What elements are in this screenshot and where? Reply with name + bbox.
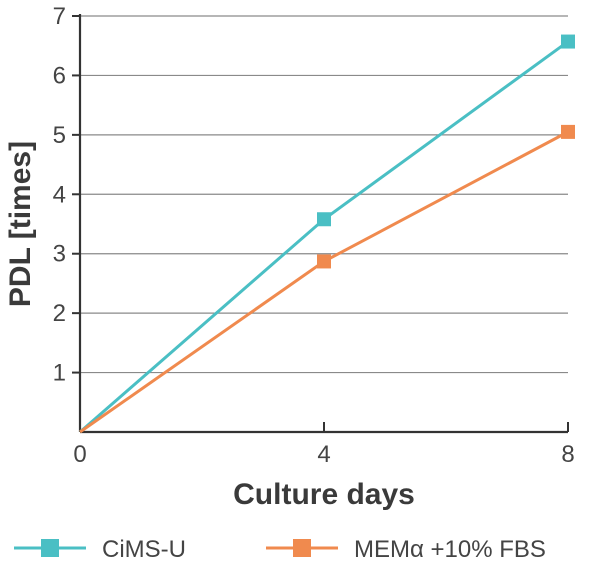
- y-tick-label-6: 6: [53, 62, 66, 89]
- legend-marker-2: [293, 539, 311, 557]
- y-axis-title: PDL [times]: [4, 141, 37, 307]
- legend-marker-1: [41, 539, 59, 557]
- series-lines: [79, 34, 575, 434]
- y-tick-label-2: 2: [53, 300, 66, 327]
- series-2-marker-1: [317, 254, 331, 269]
- x-axis-title: Culture days: [233, 478, 415, 511]
- series-1-marker-2: [561, 34, 575, 49]
- series-line-1: [79, 40, 569, 434]
- legend: CiMS-U MEMα +10% FBS: [14, 536, 546, 563]
- x-tick-label-4: 4: [317, 441, 330, 468]
- tick-labels: 1 2 3 4 5 6 7 0 4 8: [53, 3, 575, 468]
- y-tick-label-5: 5: [53, 122, 66, 149]
- x-tick-label-0: 0: [73, 441, 86, 468]
- grid-lines: [80, 15, 568, 374]
- y-tick-label-7: 7: [53, 3, 66, 30]
- series-line-2: [79, 130, 569, 434]
- y-tick-label-1: 1: [53, 360, 66, 387]
- legend-label-2: MEMα +10% FBS: [354, 536, 546, 563]
- axes: [72, 14, 569, 434]
- x-tick-label-8: 8: [561, 441, 574, 468]
- y-tick-label-3: 3: [53, 241, 66, 268]
- legend-label-1: CiMS-U: [102, 536, 186, 563]
- y-tick-label-4: 4: [53, 181, 66, 208]
- series-2-marker-2: [561, 124, 575, 139]
- series-1-marker-1: [317, 212, 331, 227]
